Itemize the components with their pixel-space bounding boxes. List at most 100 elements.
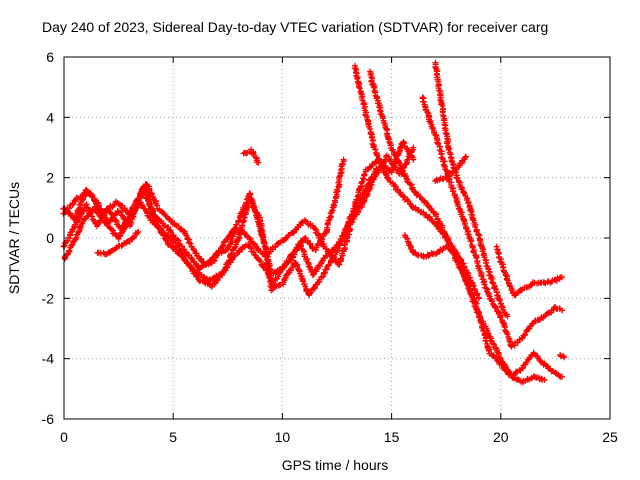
data-point	[172, 240, 179, 247]
data-point	[66, 204, 73, 211]
data-point	[183, 232, 190, 239]
data-point	[262, 253, 269, 260]
data-point	[235, 217, 242, 224]
data-point	[106, 217, 113, 224]
data-point	[340, 156, 347, 163]
data-point	[354, 208, 361, 215]
series-track-5	[94, 229, 142, 258]
data-point	[541, 376, 548, 383]
data-point	[473, 255, 480, 261]
data-point	[116, 233, 123, 240]
data-point	[330, 255, 337, 262]
data-point	[561, 354, 568, 361]
data-point	[109, 226, 116, 233]
data-point	[460, 215, 467, 222]
data-point	[84, 213, 91, 220]
data-point	[233, 221, 240, 228]
data-point	[503, 272, 509, 279]
data-point	[493, 286, 499, 293]
data-point	[466, 203, 473, 210]
x-tick-label: 10	[275, 429, 291, 445]
data-point	[462, 153, 469, 160]
data-point	[560, 353, 567, 360]
data-point	[412, 189, 418, 195]
data-point	[135, 229, 142, 235]
data-point	[503, 276, 510, 283]
data-point	[462, 154, 469, 161]
series-track-13	[493, 243, 565, 299]
data-point	[500, 268, 507, 275]
data-point	[360, 175, 367, 182]
data-point	[521, 332, 528, 339]
data-point	[290, 251, 297, 258]
data-point	[517, 287, 524, 294]
y-tick-label: -2	[42, 290, 55, 306]
y-tick-label: 4	[46, 109, 54, 125]
data-point	[404, 156, 411, 163]
data-point	[448, 157, 455, 164]
data-point	[255, 159, 262, 166]
data-point	[430, 125, 437, 131]
y-tick-label: 2	[46, 170, 54, 186]
x-tick-label: 20	[493, 429, 509, 445]
y-axis-label: SDTVAR / TECUs	[6, 182, 22, 294]
series-track-12	[432, 153, 469, 184]
data-point	[317, 237, 324, 244]
series-track-3	[60, 138, 417, 286]
data-point	[356, 85, 363, 92]
data-point	[241, 214, 248, 221]
data-point	[518, 365, 525, 372]
data-point	[543, 362, 550, 369]
data-point	[467, 238, 474, 245]
data-point	[226, 232, 233, 239]
data-point	[134, 230, 141, 236]
data-point	[476, 295, 482, 302]
x-tick-label: 15	[384, 429, 400, 445]
data-point	[311, 225, 318, 232]
data-point	[66, 247, 73, 254]
data-point	[492, 304, 499, 311]
series-track-14	[557, 351, 568, 361]
series-track-8	[367, 68, 565, 381]
data-point	[354, 75, 361, 82]
y-tick-label: -6	[42, 411, 55, 427]
data-point	[481, 254, 488, 261]
data-point	[395, 157, 402, 164]
data-point	[108, 211, 115, 218]
data-point	[439, 112, 446, 119]
data-point	[339, 235, 346, 242]
data-point	[410, 156, 417, 163]
x-tick-label: 5	[169, 429, 177, 445]
data-point	[475, 231, 482, 238]
data-point	[168, 217, 175, 224]
data-point	[410, 144, 417, 151]
chart-title: Day 240 of 2023, Sidereal Day-to-day VTE…	[42, 19, 548, 35]
data-point	[337, 167, 344, 173]
data-point	[439, 103, 446, 109]
data-point	[118, 209, 124, 216]
y-tick-label: -4	[42, 351, 55, 367]
data-point	[214, 250, 221, 257]
data-point	[141, 185, 148, 192]
data-point	[370, 83, 377, 90]
data-point	[188, 255, 195, 262]
data-point	[559, 274, 565, 281]
data-point	[328, 247, 335, 254]
data-point	[460, 260, 467, 267]
data-point	[425, 253, 432, 259]
y-tick-label: 6	[46, 49, 54, 65]
data-point	[309, 272, 316, 278]
data-point	[420, 98, 427, 105]
data-point	[469, 216, 476, 223]
data-point	[336, 261, 343, 268]
data-point	[145, 197, 152, 204]
data-point	[353, 196, 360, 203]
series-track-6	[240, 146, 262, 166]
data-point	[409, 248, 416, 255]
data-point	[236, 231, 243, 238]
x-tick-label: 0	[60, 429, 68, 445]
series-track-11	[401, 232, 482, 302]
data-point	[504, 313, 511, 320]
data-point	[403, 175, 410, 182]
